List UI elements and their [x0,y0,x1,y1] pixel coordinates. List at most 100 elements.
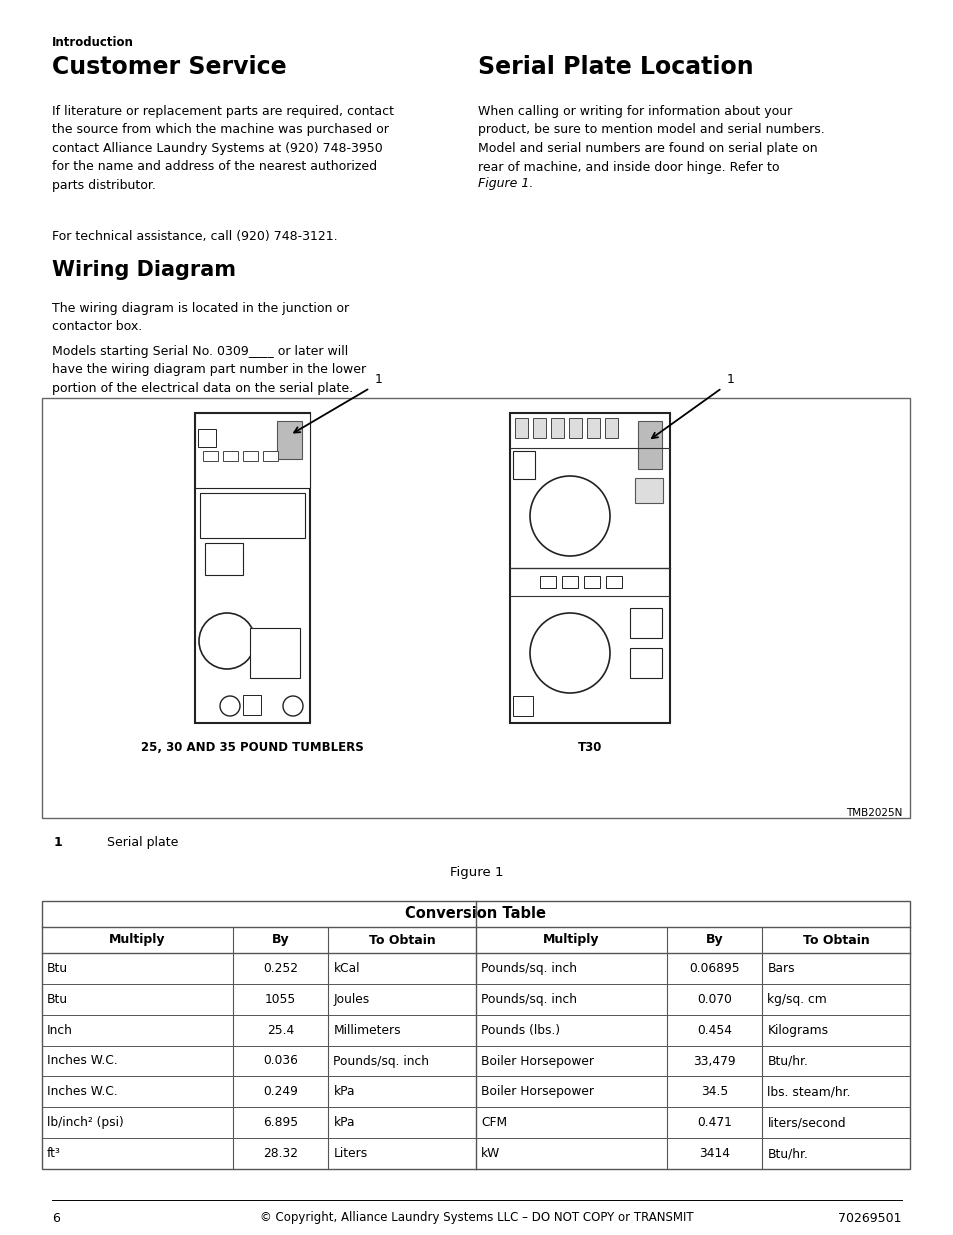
Text: Pounds/sq. inch: Pounds/sq. inch [480,993,577,1005]
Text: Pounds/sq. inch: Pounds/sq. inch [480,962,577,974]
Bar [203,451,218,461]
Text: Wiring Diagram: Wiring Diagram [52,261,235,280]
Text: ft³: ft³ [47,1147,61,1160]
Bar [205,543,243,576]
Text: Joules: Joules [334,993,370,1005]
Text: Btu/hr.: Btu/hr. [766,1055,807,1067]
Bar [198,429,215,447]
Text: Introduction: Introduction [52,36,133,49]
Bar [604,417,618,438]
Text: Figure 1: Figure 1 [450,866,503,879]
Bar [223,451,237,461]
Text: To Obtain: To Obtain [369,934,436,946]
Text: CFM: CFM [480,1116,507,1129]
Text: To Obtain: To Obtain [802,934,869,946]
Text: Figure 1.: Figure 1. [477,177,533,190]
Text: 0.454: 0.454 [697,1024,732,1036]
Text: Serial Plate Location: Serial Plate Location [477,56,753,79]
Circle shape [530,475,609,556]
Bar [276,421,302,459]
Text: By: By [705,934,722,946]
Text: 33,479: 33,479 [693,1055,736,1067]
Bar [513,451,535,479]
Bar [539,576,556,588]
Text: Inches W.C.: Inches W.C. [47,1055,117,1067]
Text: Inch: Inch [47,1024,72,1036]
Circle shape [530,613,609,693]
Text: Pounds/sq. inch: Pounds/sq. inch [334,1055,429,1067]
Bar [568,417,581,438]
Text: lb/inch² (psi): lb/inch² (psi) [47,1116,124,1129]
Text: Btu/hr.: Btu/hr. [766,1147,807,1160]
Text: T30: T30 [578,741,601,755]
Bar [583,576,599,588]
Bar [263,451,277,461]
Text: Kilograms: Kilograms [766,1024,828,1036]
Text: Serial plate: Serial plate [107,836,178,848]
Bar [194,412,310,488]
Bar [629,608,661,638]
Text: kg/sq. cm: kg/sq. cm [766,993,826,1005]
Circle shape [262,634,297,669]
Text: 0.252: 0.252 [263,962,298,974]
Text: Liters: Liters [334,1147,367,1160]
Text: kW: kW [480,1147,499,1160]
Text: kPa: kPa [334,1086,355,1098]
Text: By: By [272,934,289,946]
Text: 3414: 3414 [699,1147,729,1160]
Circle shape [283,697,303,716]
Text: 1: 1 [375,373,382,387]
Text: kCal: kCal [334,962,359,974]
Text: Conversion Table: Conversion Table [405,906,546,921]
Text: 6: 6 [52,1212,60,1224]
Text: Millimeters: Millimeters [334,1024,400,1036]
Text: Bars: Bars [766,962,794,974]
Bar [561,576,578,588]
Text: kPa: kPa [334,1116,355,1129]
Text: 70269501: 70269501 [838,1212,901,1224]
Bar [194,412,310,722]
Bar [635,478,662,503]
Bar [533,417,545,438]
Bar [250,629,299,678]
Bar [515,417,527,438]
Text: Multiply: Multiply [542,934,599,946]
Text: 0.036: 0.036 [263,1055,298,1067]
Text: Models starting Serial No. 0309____ or later will
have the wiring diagram part n: Models starting Serial No. 0309____ or l… [52,345,366,395]
Bar [629,648,661,678]
Text: 0.06895: 0.06895 [689,962,740,974]
Text: For technical assistance, call (920) 748-3121.: For technical assistance, call (920) 748… [52,230,337,243]
Bar [510,412,669,722]
Text: liters/second: liters/second [766,1116,845,1129]
Text: TMB2025N: TMB2025N [844,808,901,818]
Bar [243,451,257,461]
Text: lbs. steam/hr.: lbs. steam/hr. [766,1086,850,1098]
Text: 0.070: 0.070 [697,993,731,1005]
Text: Inches W.C.: Inches W.C. [47,1086,117,1098]
Text: Boiler Horsepower: Boiler Horsepower [480,1055,594,1067]
Text: If literature or replacement parts are required, contact
the source from which t: If literature or replacement parts are r… [52,105,394,191]
Bar [513,697,533,716]
Text: © Copyright, Alliance Laundry Systems LLC – DO NOT COPY or TRANSMIT: © Copyright, Alliance Laundry Systems LL… [260,1212,693,1224]
Text: 6.895: 6.895 [263,1116,298,1129]
Text: Boiler Horsepower: Boiler Horsepower [480,1086,594,1098]
Bar [586,417,599,438]
Text: The wiring diagram is located in the junction or
contactor box.: The wiring diagram is located in the jun… [52,303,349,333]
Text: When calling or writing for information about your
product, be sure to mention m: When calling or writing for information … [477,105,824,173]
Text: 0.471: 0.471 [697,1116,731,1129]
Bar [605,576,621,588]
Bar [42,398,909,818]
Text: Customer Service: Customer Service [52,56,286,79]
Text: 1: 1 [726,373,734,387]
Text: 1: 1 [54,836,63,848]
Text: 25, 30 AND 35 POUND TUMBLERS: 25, 30 AND 35 POUND TUMBLERS [141,741,363,755]
Bar [243,695,261,715]
Text: 25.4: 25.4 [267,1024,294,1036]
Text: Btu: Btu [47,993,68,1005]
Text: Btu: Btu [47,962,68,974]
Bar [638,421,661,469]
Bar [200,493,305,538]
Text: 28.32: 28.32 [263,1147,298,1160]
Bar [42,902,909,1170]
Text: 0.249: 0.249 [263,1086,298,1098]
